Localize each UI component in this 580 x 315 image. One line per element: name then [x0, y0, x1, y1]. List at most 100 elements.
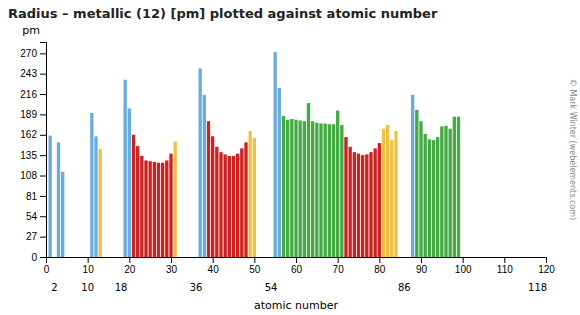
bar [144, 160, 147, 257]
bar [253, 138, 256, 257]
tick-mark [40, 74, 46, 75]
tick-mark [40, 237, 46, 238]
bar [457, 117, 460, 257]
bars [49, 52, 461, 257]
title: Radius – metallic (12) [pm] plotted agai… [8, 6, 438, 21]
tick-label: 60 [291, 264, 303, 275]
bar [444, 126, 447, 257]
tick-mark [213, 257, 214, 263]
annotation: 18 [115, 282, 128, 293]
tick-label: 100 [455, 264, 472, 275]
tick: 135 [20, 150, 46, 161]
bar [203, 95, 206, 257]
bar [336, 111, 339, 257]
bar [436, 137, 439, 257]
tick-mark [40, 257, 46, 258]
tick-label: 0 [31, 252, 37, 263]
bar [340, 125, 343, 257]
annotation: 10 [81, 282, 94, 293]
tick-label: 10 [83, 264, 95, 275]
axis-line [40, 43, 47, 258]
tick-label: 189 [20, 109, 37, 120]
tick-mark [40, 94, 46, 95]
tick-mark [546, 257, 547, 263]
bar [232, 156, 235, 257]
tick: 162 [20, 129, 46, 140]
tick-label: 243 [20, 68, 37, 79]
tick-mark [46, 257, 47, 263]
tick-label: 0 [44, 264, 50, 275]
tick-label: 108 [20, 170, 37, 181]
bar [453, 117, 456, 257]
bar [157, 163, 160, 257]
bar [307, 103, 310, 257]
tick-mark [40, 216, 46, 217]
bar [365, 154, 368, 257]
y-axis: 0275481108135162189216243270 [20, 43, 46, 263]
bar [294, 120, 297, 257]
bar [128, 108, 131, 257]
bar [382, 129, 385, 257]
bar [90, 113, 93, 257]
bar [315, 123, 318, 257]
bar [274, 52, 277, 257]
tick-label: 162 [20, 129, 37, 140]
bar [332, 124, 335, 257]
bar [324, 123, 327, 257]
bar [357, 154, 360, 257]
bar [319, 123, 322, 257]
bar [161, 163, 164, 257]
annotation: 86 [398, 282, 411, 293]
plot: 0275481108135162189216243270010203040506… [20, 43, 555, 276]
bar [94, 136, 97, 257]
tick-label: 80 [374, 264, 386, 275]
bar [240, 148, 243, 257]
tick-label: 81 [26, 191, 38, 202]
bar [394, 131, 397, 257]
bar [428, 139, 431, 257]
tick-label: 40 [208, 264, 220, 275]
bar [349, 147, 352, 257]
bar [390, 140, 393, 257]
bar [132, 135, 135, 257]
tick-label: 70 [333, 264, 345, 275]
tick-mark [296, 257, 297, 263]
bar [236, 154, 239, 257]
bar [149, 161, 152, 257]
tick: 108 [20, 170, 46, 181]
tick: 70 [333, 257, 345, 275]
tick: 30 [166, 257, 178, 275]
bar [165, 160, 168, 257]
x-axis: 0102030405060708090100110120 [44, 257, 556, 275]
tick-mark [338, 257, 339, 263]
tick: 40 [208, 257, 220, 275]
tick: 20 [124, 257, 136, 275]
bar [299, 120, 302, 257]
tick-mark [40, 53, 46, 54]
bar [57, 142, 60, 257]
bar [290, 119, 293, 257]
tick-label: 50 [249, 264, 261, 275]
tick: 0 [44, 257, 50, 275]
tick: 81 [26, 191, 46, 202]
tick-mark [40, 196, 46, 197]
bar [140, 156, 143, 257]
bar [124, 80, 127, 257]
tick: 120 [538, 257, 555, 275]
tick-mark [40, 155, 46, 156]
tick: 27 [26, 231, 46, 242]
texts: 21018365486118© Mark Winter (webelements… [8, 6, 577, 312]
tick-label: 20 [124, 264, 136, 275]
bar [432, 140, 435, 257]
tick-label: 90 [416, 264, 428, 275]
tick: 189 [20, 109, 46, 120]
tick-label: 30 [166, 264, 178, 275]
bar [286, 120, 289, 257]
tick: 216 [20, 89, 46, 100]
tick-label: 216 [20, 89, 37, 100]
bar [211, 136, 214, 257]
tick-mark [463, 257, 464, 263]
tick: 100 [455, 257, 472, 275]
bar [228, 156, 231, 257]
bar [153, 162, 156, 257]
